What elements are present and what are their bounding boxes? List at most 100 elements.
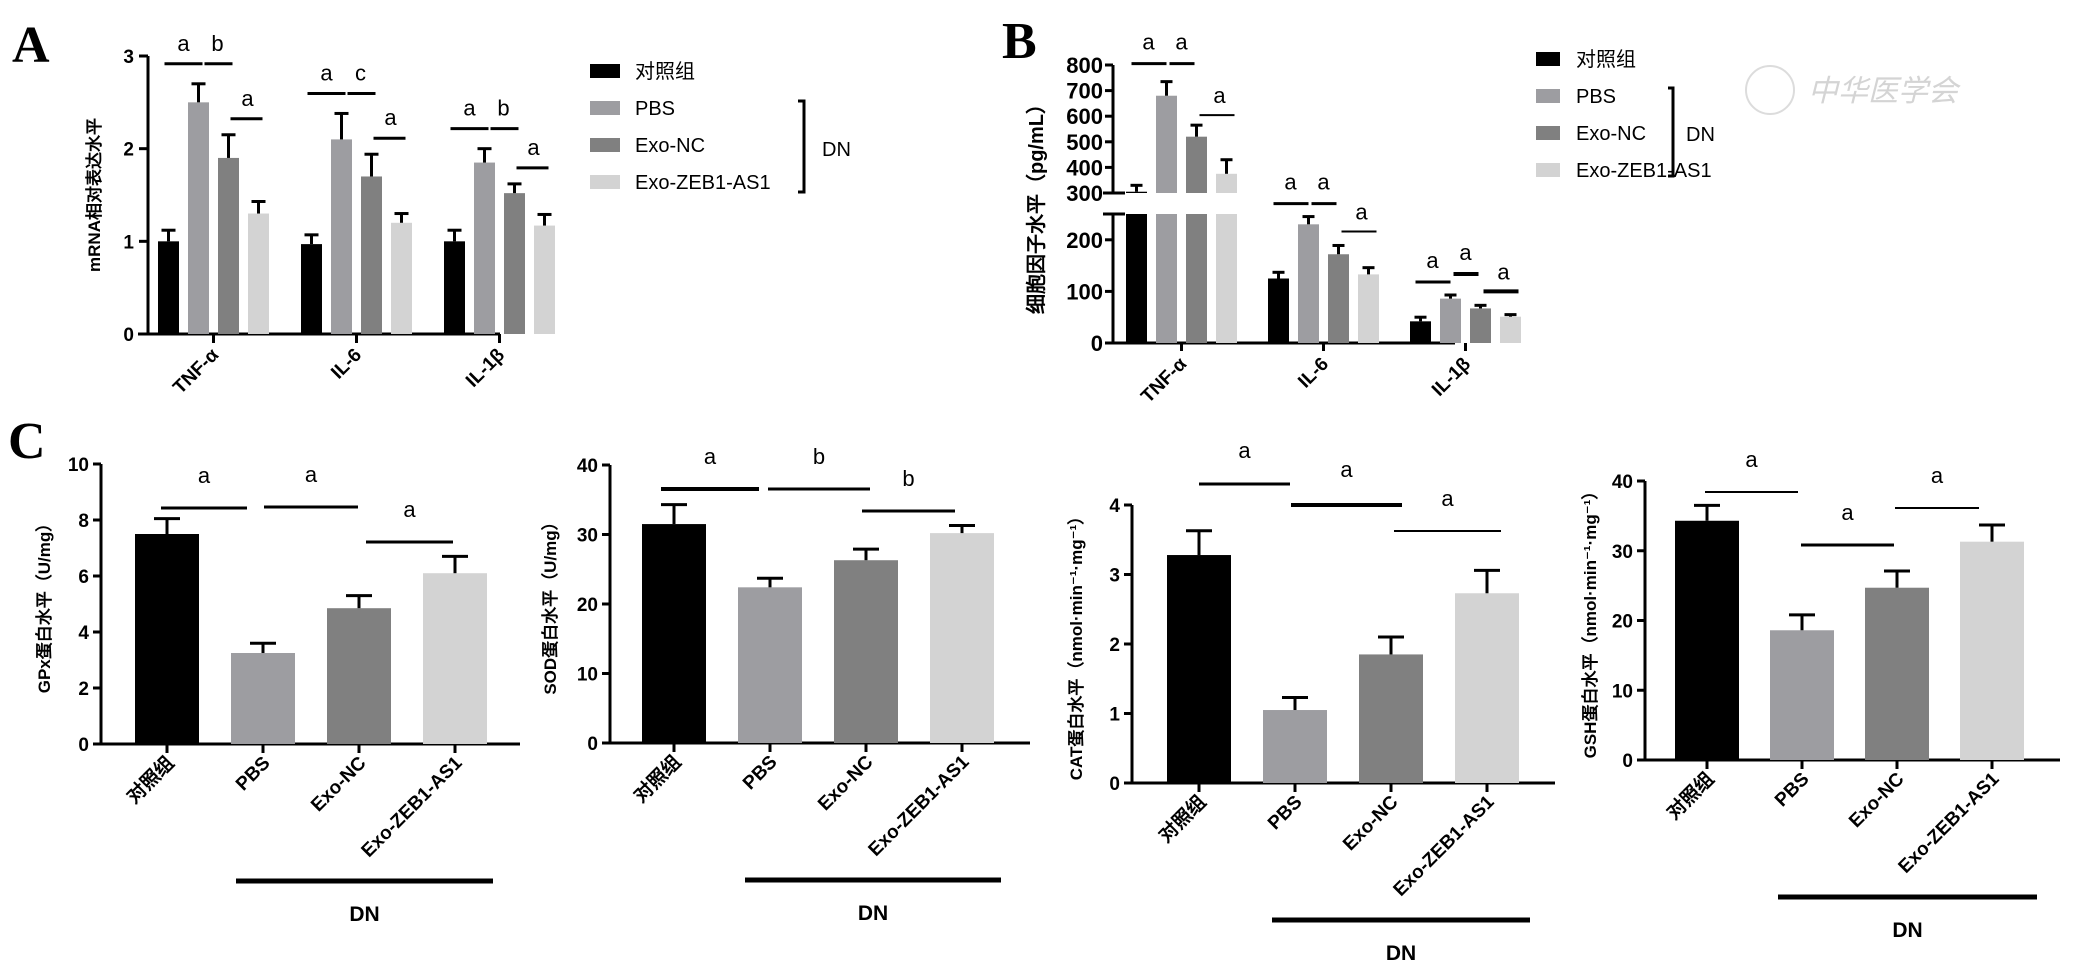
x-tick-label: Exo-NC bbox=[814, 751, 878, 815]
y-tick-label: 700 bbox=[1066, 79, 1103, 104]
bar bbox=[1268, 278, 1289, 343]
significance-label: a bbox=[1238, 438, 1251, 463]
legend-label: PBS bbox=[1576, 86, 1616, 108]
y-tick-label: 800 bbox=[1066, 53, 1103, 78]
legend-swatch bbox=[1536, 89, 1560, 103]
x-tick-label: PBS bbox=[1264, 792, 1306, 834]
y-tick-label: 0 bbox=[1622, 751, 1633, 772]
x-tick-label: PBS bbox=[1771, 769, 1813, 811]
y-axis-label: CAT蛋白水平（nmol·min⁻¹·mg⁻¹） bbox=[1066, 508, 1086, 781]
legend-swatch bbox=[590, 175, 620, 189]
significance-label: a bbox=[1931, 463, 1944, 488]
x-tick-label: 对照组 bbox=[122, 751, 179, 808]
legend-bracket bbox=[798, 99, 806, 194]
bar bbox=[423, 573, 487, 744]
panel-label-a: A bbox=[12, 17, 50, 74]
significance-label: a bbox=[1317, 170, 1330, 195]
significance-label: a bbox=[384, 105, 397, 130]
significance-label: a bbox=[1284, 170, 1297, 195]
y-tick-label: 30 bbox=[1612, 542, 1633, 563]
significance-label: a bbox=[1355, 199, 1368, 224]
bar bbox=[361, 176, 382, 334]
y-tick-label: 0 bbox=[587, 734, 598, 755]
x-tick-label: PBS bbox=[232, 753, 274, 795]
dn-group-label: DN bbox=[858, 902, 888, 925]
y-tick-label: 10 bbox=[1612, 681, 1633, 702]
bar bbox=[1960, 541, 2024, 760]
legend-bracket bbox=[1668, 86, 1675, 178]
x-tick-label: IL-1β bbox=[462, 345, 509, 392]
legend-swatch bbox=[1536, 126, 1560, 140]
significance-label: a bbox=[1841, 500, 1854, 525]
y-tick-label: 4 bbox=[1109, 496, 1120, 517]
significance-label: a bbox=[1175, 30, 1188, 55]
significance-label: a bbox=[1213, 83, 1226, 108]
bar bbox=[534, 225, 555, 334]
y-tick-label: 20 bbox=[1612, 612, 1633, 633]
legend-label: Exo-ZEB1-AS1 bbox=[635, 172, 771, 194]
x-tick-label: TNF-α bbox=[169, 344, 223, 398]
significance-label: a bbox=[527, 135, 540, 160]
legend-swatch bbox=[590, 138, 620, 152]
significance-label: b bbox=[902, 466, 914, 491]
legend-label: PBS bbox=[635, 98, 675, 120]
x-tick-label: Exo-NC bbox=[307, 752, 371, 816]
significance-label: a bbox=[1497, 259, 1510, 284]
x-tick-label: IL-6 bbox=[1294, 354, 1333, 393]
significance-label: a bbox=[1441, 486, 1454, 511]
significance-label: a bbox=[1142, 30, 1155, 55]
bar bbox=[301, 244, 322, 334]
bar-upper bbox=[1216, 173, 1237, 193]
legend-bracket-label: DN bbox=[822, 139, 851, 161]
bar bbox=[1455, 593, 1519, 783]
y-tick-label: 500 bbox=[1066, 130, 1103, 155]
bar bbox=[1500, 316, 1521, 343]
bar bbox=[331, 139, 352, 334]
x-tick-label: Exo-NC bbox=[1339, 791, 1403, 855]
y-axis-label: SOD蛋白水平（U/mg） bbox=[540, 513, 560, 694]
y-tick-label: 200 bbox=[1066, 228, 1103, 253]
dn-group-label: DN bbox=[1386, 942, 1416, 965]
y-tick-label: 400 bbox=[1066, 155, 1103, 180]
bar bbox=[248, 213, 269, 334]
x-tick-label: 对照组 bbox=[1662, 767, 1719, 824]
x-tick-label: Exo-ZEB1-AS1 bbox=[865, 751, 974, 860]
bar-upper bbox=[1186, 136, 1207, 193]
y-tick-label: 3 bbox=[123, 47, 134, 68]
x-tick-label: Exo-ZEB1-AS1 bbox=[1895, 768, 2004, 877]
x-tick-label: TNF-α bbox=[1137, 353, 1191, 407]
y-tick-label: 4 bbox=[78, 623, 89, 644]
watermark-text: 中华医学会 bbox=[1808, 74, 1961, 109]
bar bbox=[504, 193, 525, 334]
bar bbox=[1328, 254, 1349, 343]
bar bbox=[1470, 308, 1491, 343]
bar bbox=[218, 157, 239, 334]
y-tick-label: 40 bbox=[577, 456, 598, 477]
significance-label: a bbox=[463, 96, 476, 121]
legend-swatch bbox=[1536, 52, 1560, 66]
y-tick-label: 2 bbox=[78, 679, 89, 700]
significance-label: a bbox=[704, 444, 717, 469]
legend-swatch bbox=[1536, 163, 1560, 177]
bar bbox=[231, 653, 295, 744]
legend-label: 对照组 bbox=[1576, 48, 1636, 71]
dn-group-label: DN bbox=[349, 903, 379, 926]
bar bbox=[1675, 520, 1739, 760]
chart-c-gsh: 0 10 20 30 40 GSH蛋白水平（nmol·min⁻¹·mg⁻¹） 对照组 PBS E… bbox=[1580, 447, 2060, 942]
significance-label: a bbox=[177, 31, 190, 56]
significance-label: a bbox=[1745, 447, 1758, 472]
bar-upper bbox=[1156, 95, 1177, 193]
legend-swatch bbox=[590, 101, 620, 115]
y-tick-label: 100 bbox=[1066, 279, 1103, 304]
bar-lower bbox=[1126, 214, 1147, 343]
significance-label: c bbox=[355, 60, 366, 85]
bar bbox=[930, 533, 994, 743]
bar bbox=[1440, 298, 1461, 343]
dn-group-label: DN bbox=[1892, 919, 1922, 942]
y-tick-label: 8 bbox=[78, 511, 89, 532]
y-tick-label: 1 bbox=[123, 232, 134, 253]
y-tick-label: 2 bbox=[123, 140, 134, 161]
